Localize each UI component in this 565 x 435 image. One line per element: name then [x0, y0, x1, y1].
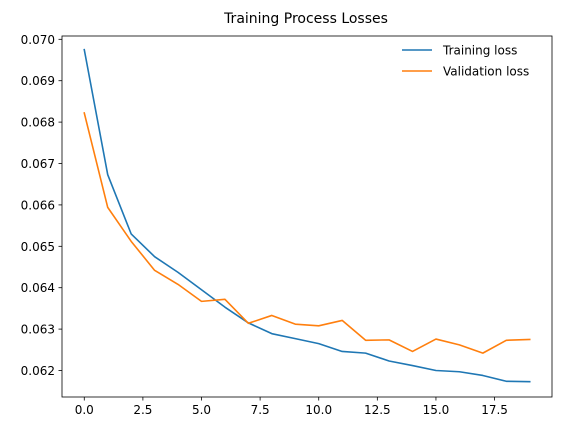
y-tick-label: 0.066: [21, 198, 55, 212]
y-tick-label: 0.068: [21, 116, 55, 130]
plot-area: [83, 48, 531, 383]
y-tick-label: 0.069: [21, 74, 55, 88]
legend-label: Training loss: [442, 44, 517, 58]
legend: Training loss Validation loss: [402, 44, 529, 79]
x-axis: 0.0 2.5 5.0 7.5 10.0 12.5 15.0 17.5: [75, 397, 508, 417]
x-tick-label: 7.5: [251, 403, 270, 417]
x-tick-label: 12.5: [364, 403, 391, 417]
y-tick-label: 0.070: [21, 33, 55, 47]
y-tick-label: 0.065: [21, 240, 55, 254]
x-tick-label: 2.5: [133, 403, 152, 417]
x-tick-label: 0.0: [75, 403, 94, 417]
x-tick-label: 10.0: [305, 403, 332, 417]
y-tick-label: 0.063: [21, 323, 55, 337]
legend-label: Validation loss: [443, 65, 529, 79]
chart-title: Training Process Losses: [223, 11, 388, 27]
series-line-training: [83, 48, 531, 383]
y-tick-label: 0.062: [21, 364, 55, 378]
x-tick-label: 5.0: [192, 403, 211, 417]
y-axis: 0.062 0.063 0.064 0.065 0.066 0.067 0.068 0.069…: [21, 33, 62, 378]
y-tick-label: 0.067: [21, 157, 55, 171]
plot-frame: [61, 35, 553, 398]
y-tick-label: 0.064: [21, 281, 55, 295]
x-tick-label: 17.5: [481, 403, 508, 417]
x-tick-label: 15.0: [423, 403, 450, 417]
series-line-validation: [83, 112, 531, 354]
